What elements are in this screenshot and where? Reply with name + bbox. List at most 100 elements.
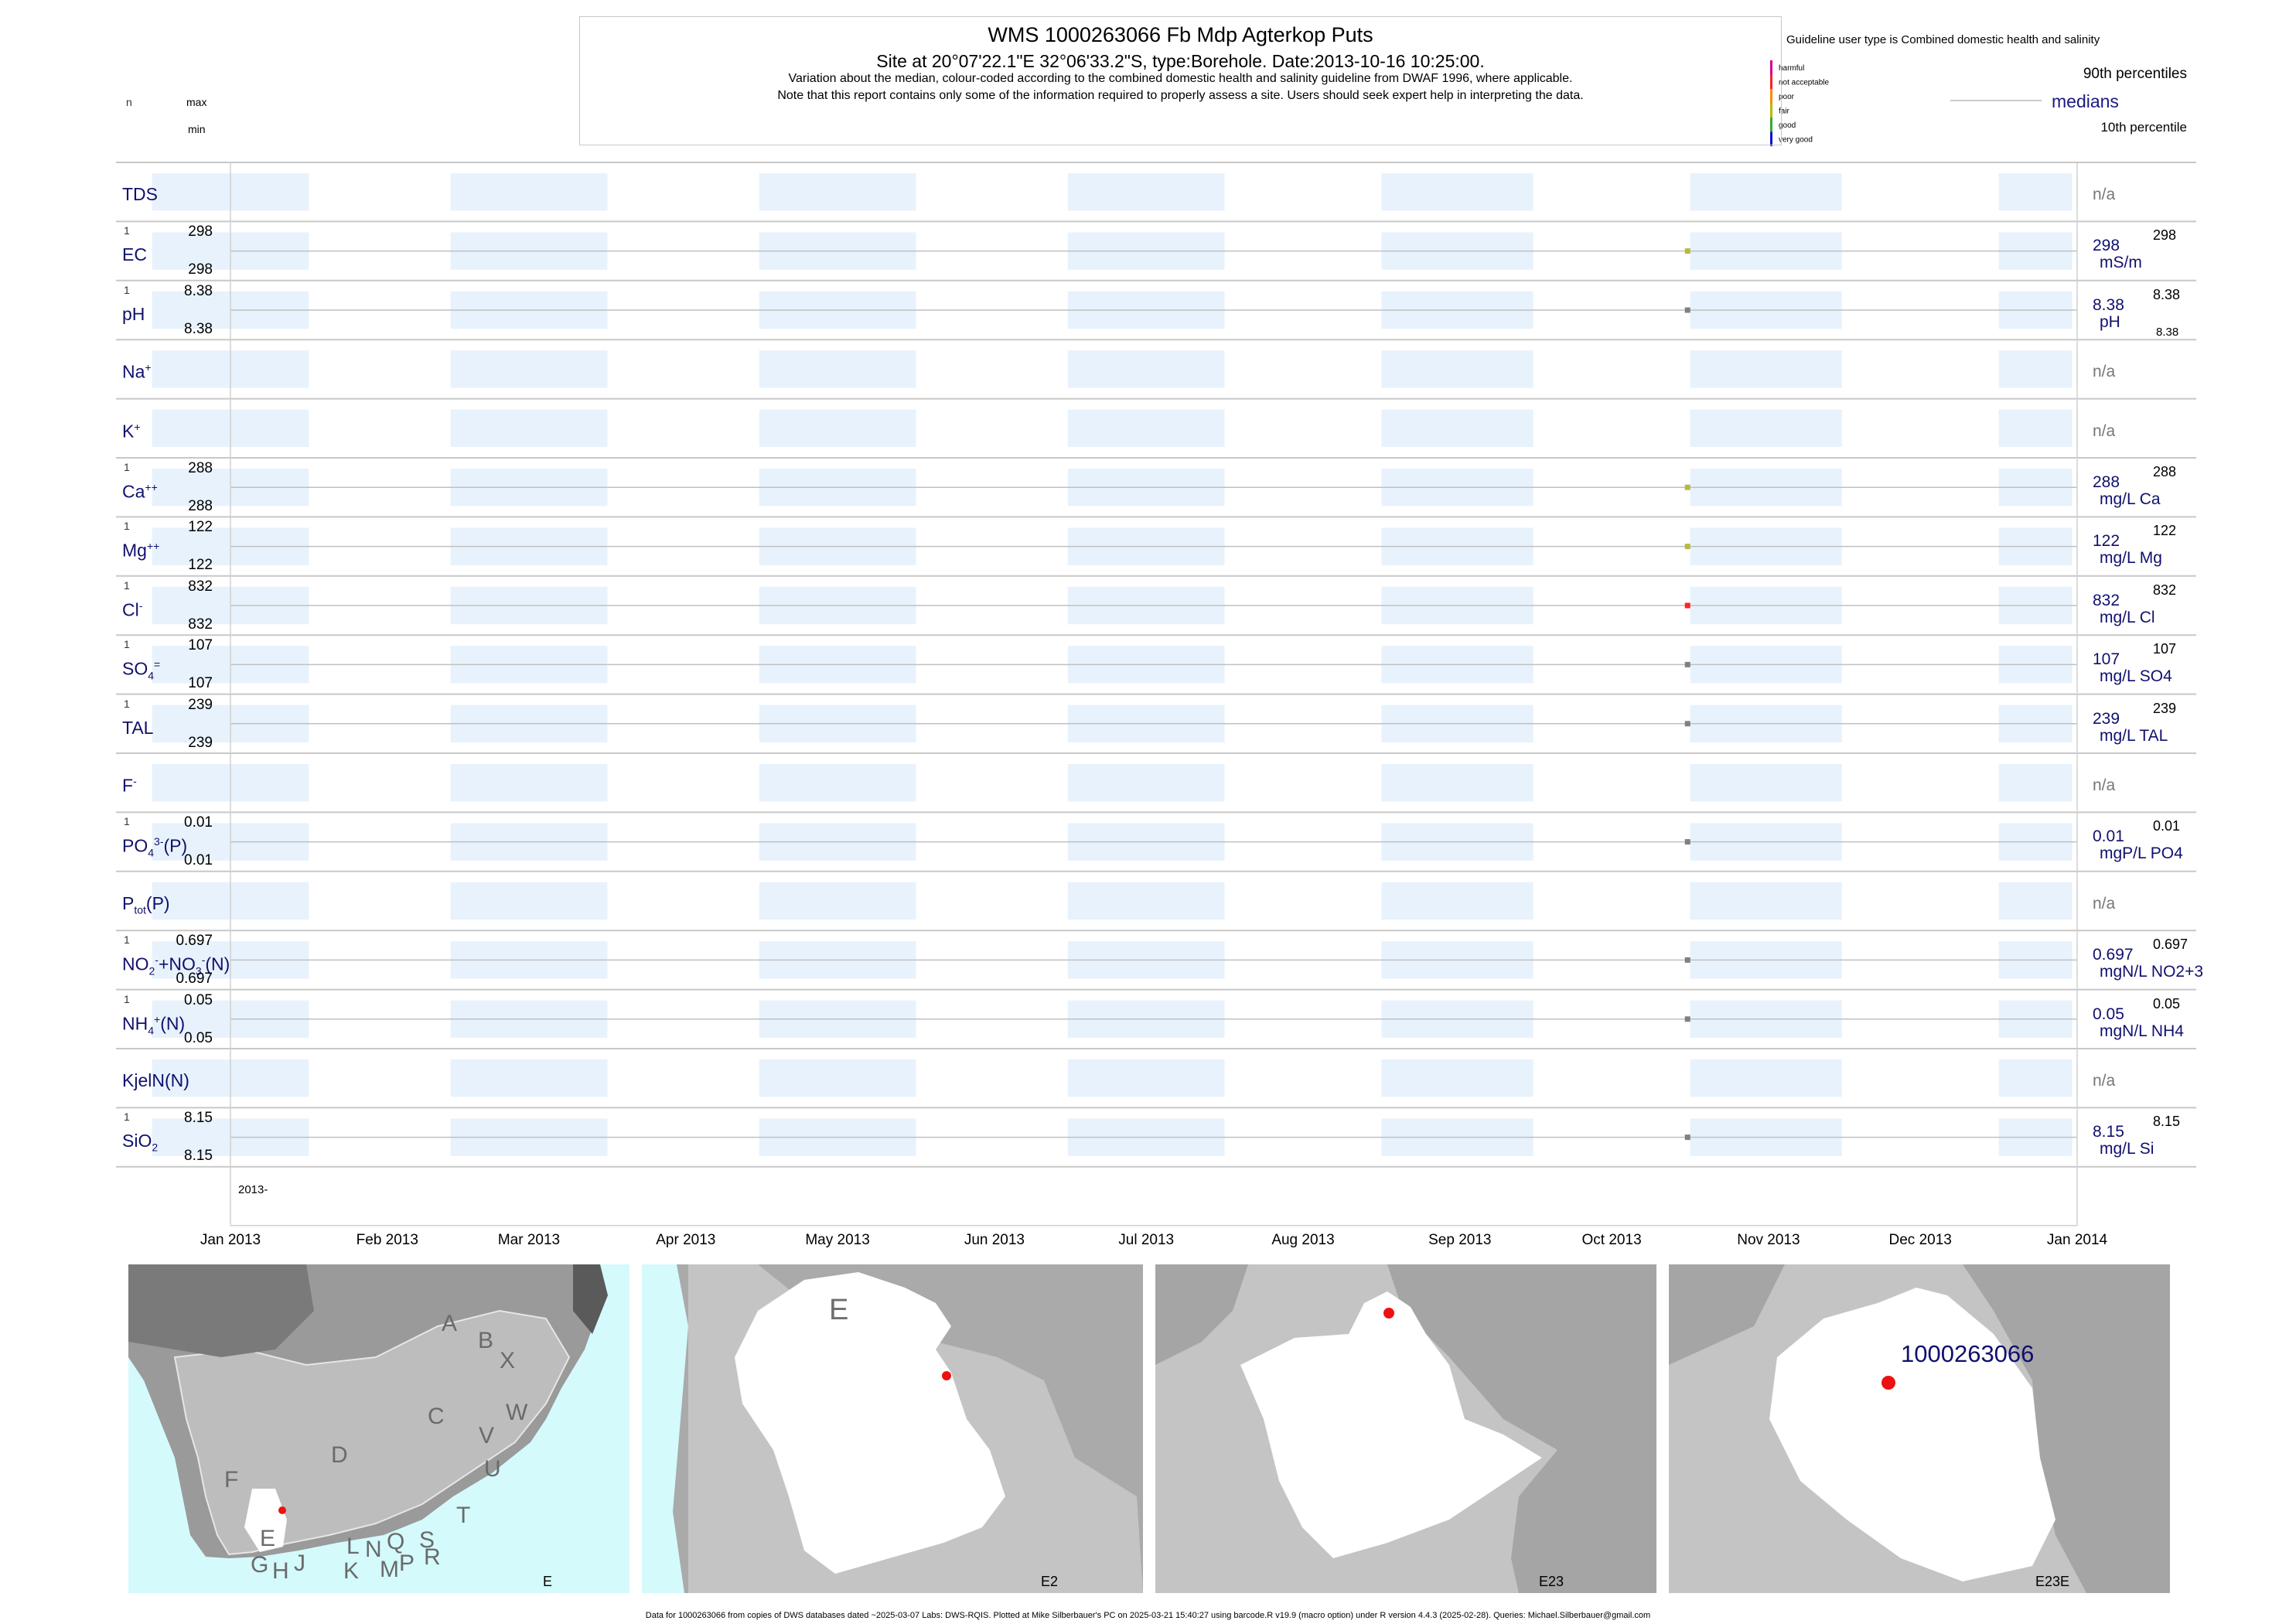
region-letter: M [380,1557,399,1582]
x-tick-label: May 2013 [805,1232,869,1248]
map-catchment-E23E: 1000263066 E23E [1669,1264,2170,1593]
p90-value: 0.697 [2153,937,2189,953]
param-name-tal: TAL [122,718,153,739]
median-value: 107 [2093,650,2120,669]
x-tick-label: Sep 2013 [1428,1232,1491,1248]
na-label: n/a [2093,186,2116,203]
param-name-ca: Ca++ [122,481,158,503]
header-note-1: Variation about the median, colour-coded… [788,72,1573,85]
region-letter: S [419,1527,435,1553]
p90-value: 107 [2153,641,2177,657]
month-band [450,350,608,388]
x-tick-label: Dec 2013 [1889,1232,1952,1248]
na-label: n/a [2093,421,2116,440]
unit-label: mgN/L NH4 [2100,1022,2184,1040]
data-point-so4 [1684,661,1690,667]
param-name-part: NH [122,1013,148,1034]
legend-p10: 10th percentile [2100,120,2187,135]
min-value: 0.01 [184,852,213,869]
p90-value: 8.38 [2153,286,2181,302]
sample-markers [1684,248,1690,1141]
max-value: 0.697 [176,933,213,950]
param-name-part: P [122,892,135,913]
region-letter: Q [387,1529,405,1554]
map-label: E23 [1538,1574,1564,1589]
month-band [1381,882,1534,920]
min-value: 832 [188,616,213,633]
param-name-part: Na [122,361,145,382]
site-info: Site at 20°07'22.1"E 32°06'33.2"S, type:… [876,51,1485,71]
param-name-kjel: KjelN(N) [122,1070,189,1091]
region-letter: H [272,1558,289,1584]
month-band [450,764,608,802]
param-name-part: TAL [122,717,154,738]
map-catchment-E2: E E2 [642,1264,1143,1593]
param-name-part: (N) [205,954,230,974]
param-name-part: 4 [148,669,155,682]
month-band [450,882,608,920]
data-point-ca [1684,484,1690,490]
unit-label: pH [2100,312,2120,331]
p90-value: 0.05 [2153,995,2181,1012]
param-name-part: - [155,954,159,967]
min-value: 0.05 [184,1029,213,1046]
month-band [759,409,916,447]
legend-swatch [1770,60,1772,75]
param-name-part: - [133,775,137,787]
param-name-part: (P) [145,892,170,913]
month-band [1998,1059,2073,1097]
na-label: n/a [2093,363,2116,381]
median-value: 288 [2093,473,2120,491]
month-band [759,764,916,802]
legend-class-label: fair [1779,107,1790,116]
data-point-nh4 [1684,1016,1690,1022]
param-name-part: tot [134,903,146,916]
key-max: max [186,96,207,108]
max-value: 107 [188,637,213,654]
na-label: n/a [2093,1072,2116,1090]
x-tick-label: Mar 2013 [498,1232,560,1248]
month-band [1690,173,1842,211]
min-value: 239 [188,734,213,751]
sample-count: 1 [124,1111,130,1124]
param-name-part: SiO [122,1131,152,1151]
data-point-cl [1684,602,1690,609]
max-value: 0.01 [184,814,213,831]
min-value: 8.15 [184,1148,213,1165]
data-point-tal [1684,721,1690,727]
axis-start-label: 2013- [238,1183,268,1196]
month-band [450,173,608,211]
x-tick-label: Aug 2013 [1271,1232,1334,1248]
region-letter: V [479,1423,495,1448]
data-point-mg [1684,544,1690,550]
key-min: min [188,123,206,135]
unit-label: mg/L Ca [2100,490,2161,508]
legend-class-label: harmful [1779,64,1804,73]
month-band [1381,350,1534,388]
param-name-na: Na+ [122,361,152,383]
month-band [1067,764,1225,802]
sample-count: 1 [124,933,130,947]
p90-value: 239 [2153,700,2177,716]
key-n: n [126,96,132,108]
data-point-ph [1684,307,1690,313]
region-letter: A [442,1311,458,1336]
median-value: 239 [2093,709,2120,728]
month-band [1998,409,2073,447]
median-value: 122 [2093,532,2120,551]
sample-count: 1 [124,578,130,592]
region-letter: E [260,1526,276,1551]
param-name-sio2: SiO2 [122,1131,158,1154]
param-name-f: F- [122,775,137,797]
param-name-so4: SO4= [122,658,160,681]
max-value: 298 [188,223,213,241]
min-value: 8.38 [184,320,213,337]
param-name-part: (N) [160,1013,186,1034]
region-letter: B [478,1328,494,1353]
legend-class-label: poor [1779,93,1795,101]
month-band [1067,882,1225,920]
param-name-part: PO [122,836,148,857]
param-name-part: TDS [122,184,158,204]
p90-value: 8.15 [2153,1114,2181,1130]
